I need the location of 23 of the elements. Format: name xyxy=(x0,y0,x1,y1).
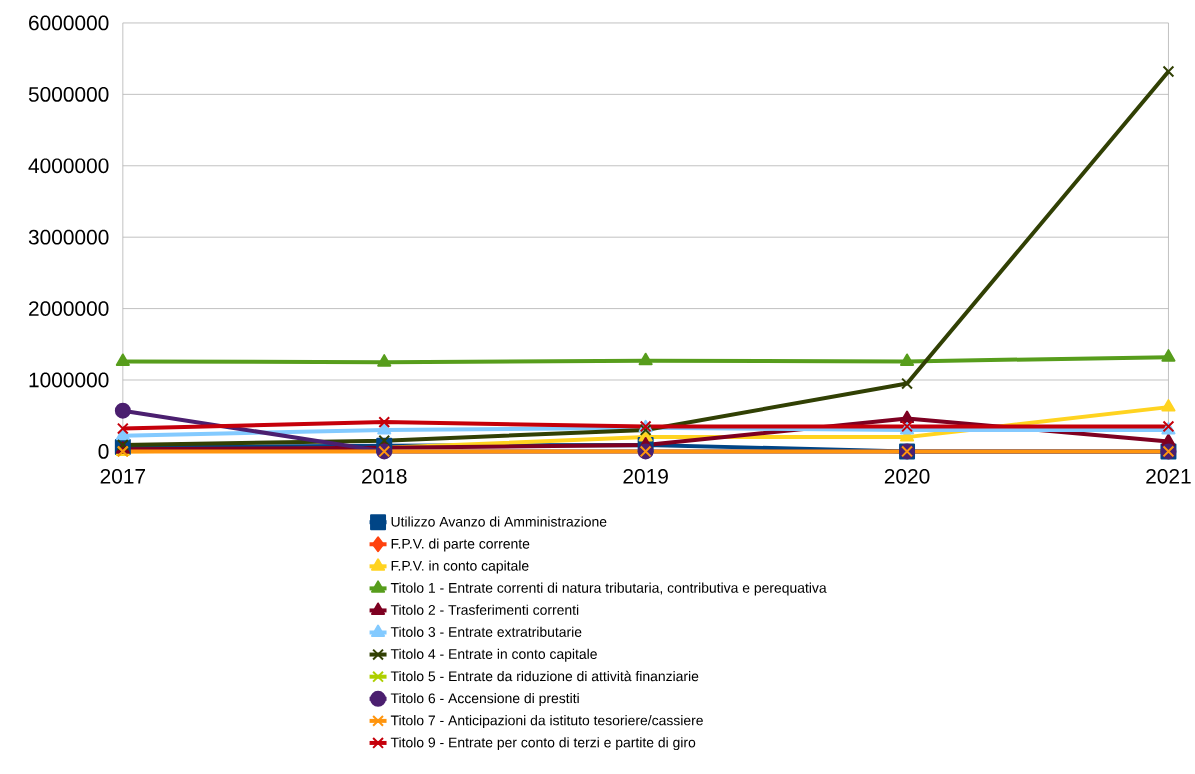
x-tick-label: 2021 xyxy=(1146,468,1191,484)
y-tick-label: 2000000 xyxy=(29,301,109,316)
y-tick-label: 3000000 xyxy=(28,229,109,245)
legend-label: Titolo 5 - Entrate da riduzione di attività finanziarie xyxy=(390,670,699,682)
y-tick-label: 5000000 xyxy=(28,86,109,102)
y-tick-label: 4000000 xyxy=(28,158,109,174)
y-tick-label: 6000000 xyxy=(29,15,109,31)
legend-label: Titolo 6 - Accensione di prestiti xyxy=(390,693,579,707)
legend-label: Titolo 3 - Entrate extratributarie xyxy=(390,626,582,637)
x-tick-label: 2017 xyxy=(100,468,146,484)
x-tick-label: 2019 xyxy=(623,468,668,484)
legend-label: Titolo 2 - Trasferimenti correnti xyxy=(390,604,579,615)
legend-label: F.P.V. di parte corrente xyxy=(391,538,530,552)
legend-label: Titolo 4 - Entrate in conto capitale xyxy=(390,648,597,662)
x-tick-label: 2018 xyxy=(362,468,407,484)
legend-label: Titolo 1 - Entrate correnti di natura tributaria, contributiva e perequativa xyxy=(390,582,827,596)
legend-label: Titolo 7 - Anticipazioni da istituto tesoriere/cassiere xyxy=(390,715,703,729)
legend-label: Titolo 9 - Entrate per conto di terzi e partite di giro xyxy=(390,737,696,751)
x-tick-label: 2020 xyxy=(884,468,930,484)
y-tick-label: 0 xyxy=(98,444,109,459)
y-tick-label: 1000000 xyxy=(29,372,109,388)
legend-label: Utilizzo Avanzo di Amministrazione xyxy=(391,516,607,527)
legend-label: F.P.V. in conto capitale xyxy=(391,560,529,574)
